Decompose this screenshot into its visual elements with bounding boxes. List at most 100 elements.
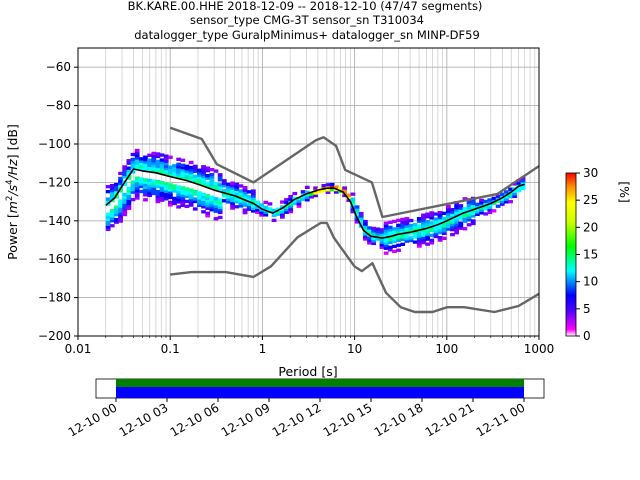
density-cell: [122, 195, 128, 199]
density-cell: [479, 201, 484, 205]
density-cell: [109, 191, 115, 195]
density-cell: [109, 209, 115, 213]
density-cell: [499, 195, 505, 199]
density-cell: [134, 196, 140, 200]
density-cell: [163, 154, 169, 158]
density-cell: [429, 216, 435, 220]
density-cell: [425, 212, 430, 216]
density-cell: [317, 190, 323, 194]
density-cell: [180, 198, 186, 203]
x-axis-ticks: 0.01 0.1 1 10 100 1000: [65, 336, 554, 356]
density-cell: [201, 200, 206, 204]
density-cell: [114, 210, 119, 214]
density-cell: [134, 161, 140, 165]
density-cell: [487, 210, 493, 215]
y-axis-ticks: −200 −180 −160 −140 −120 −100 −80 −60: [38, 60, 78, 343]
density-cell: [172, 186, 177, 191]
density-cell: [462, 214, 468, 218]
density-cell: [458, 211, 464, 215]
density-cell: [358, 216, 364, 221]
density-cell: [470, 206, 476, 211]
density-cell: [508, 187, 513, 191]
density-cell: [159, 170, 165, 175]
density-cell: [445, 207, 451, 211]
density-cell: [134, 156, 140, 160]
density-cell: [155, 184, 161, 189]
density-cell: [429, 233, 435, 238]
density-cell: [516, 186, 522, 190]
density-cell: [180, 166, 186, 170]
density-cell: [114, 213, 119, 217]
density-cell: [425, 220, 430, 224]
density-cell: [255, 203, 260, 207]
density-cell: [408, 218, 414, 223]
density-cell: [197, 191, 202, 195]
density-cell: [516, 188, 522, 193]
density-cell: [375, 232, 381, 236]
density-cell: [105, 225, 111, 229]
density-cell: [163, 184, 169, 188]
density-cell: [421, 226, 426, 230]
density-cell: [143, 168, 148, 172]
density-cell: [180, 186, 186, 190]
density-cell: [458, 226, 464, 230]
density-cell: [143, 178, 148, 182]
density-cell: [126, 176, 132, 180]
density-cell: [130, 157, 136, 162]
density-cell: [466, 213, 472, 217]
density-cell: [188, 190, 194, 195]
density-cell: [238, 189, 244, 193]
density-cell: [230, 186, 235, 190]
density-cell: [226, 200, 231, 204]
density-cell: [450, 227, 455, 232]
density-cell: [367, 231, 372, 235]
density-cell: [454, 218, 460, 222]
density-cell: [412, 235, 418, 239]
density-cell: [197, 181, 202, 185]
density-cell: [429, 223, 435, 228]
density-cell: [184, 189, 190, 194]
density-cell: [425, 230, 430, 234]
density-cell: [151, 166, 157, 171]
density-cell: [404, 229, 410, 233]
x-tick-label: 10: [347, 342, 362, 356]
density-cell: [134, 176, 140, 180]
density-cell: [130, 190, 136, 194]
density-cell: [520, 186, 526, 190]
density-cell: [437, 213, 443, 217]
density-cell: [421, 218, 426, 222]
y-tick-label: −160: [38, 252, 71, 266]
density-cell: [122, 205, 128, 209]
density-cell: [437, 225, 443, 230]
density-cell: [416, 231, 422, 236]
density-cell: [458, 216, 464, 220]
density-cell: [159, 191, 165, 195]
density-cell: [263, 200, 269, 205]
density-cell: [180, 203, 186, 208]
density-cell: [176, 195, 182, 199]
density-cell: [143, 185, 148, 189]
density-cell: [180, 158, 186, 162]
density-cell: [205, 214, 211, 218]
density-cell: [367, 236, 372, 240]
density-cell: [275, 207, 281, 211]
density-cell: [495, 204, 501, 208]
density-cell: [114, 220, 119, 224]
density-cell: [126, 189, 132, 193]
density-cell: [267, 202, 273, 206]
density-cell: [105, 185, 111, 189]
density-cell: [400, 225, 406, 229]
density-cell: [458, 206, 464, 210]
density-cell: [284, 210, 289, 214]
density-cell: [408, 226, 414, 230]
density-cell: [192, 164, 198, 169]
density-cell: [155, 164, 161, 169]
density-cell: [429, 226, 435, 230]
density-cell: [412, 232, 418, 237]
density-cell: [458, 214, 464, 218]
density-cell: [387, 225, 393, 229]
density-cell: [180, 168, 186, 172]
density-cell: [188, 188, 194, 192]
density-cell: [441, 221, 447, 226]
density-cell: [362, 227, 368, 231]
